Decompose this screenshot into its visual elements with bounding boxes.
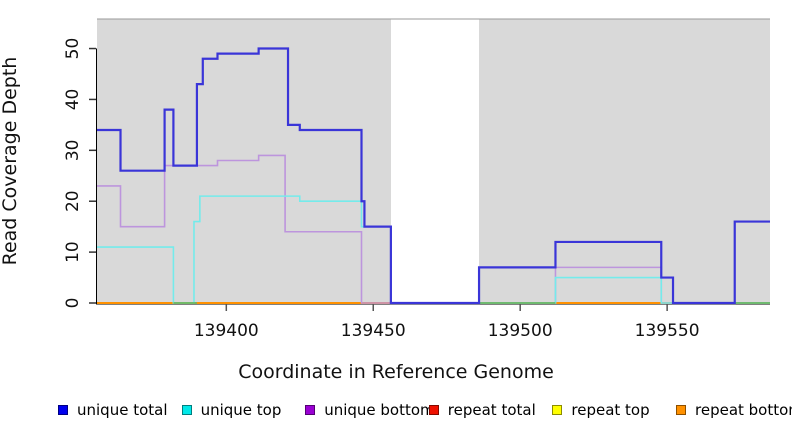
y-tick-label: 50 xyxy=(63,38,83,60)
legend-swatch-repeat-total xyxy=(428,405,439,415)
plot-panel-background xyxy=(479,19,770,303)
x-axis-title: Coordinate in Reference Genome xyxy=(238,361,554,383)
x-tick-label: 139500 xyxy=(488,321,553,341)
legend-label: repeat total xyxy=(447,401,536,419)
y-axis-title: Read Coverage Depth xyxy=(0,56,21,266)
y-tick-label: 10 xyxy=(63,241,83,263)
y-tick-label: 0 xyxy=(63,298,83,309)
legend-swatch-repeat-top xyxy=(552,405,563,415)
legend-label: repeat top xyxy=(571,401,650,419)
legend-swatch-unique-top xyxy=(181,405,192,415)
y-tick-label: 40 xyxy=(63,89,83,111)
series-unique-total-line xyxy=(97,47,770,305)
x-tick-label: 139450 xyxy=(341,321,406,341)
legend-swatch-unique-total xyxy=(58,405,68,415)
y-tick-label: 30 xyxy=(63,140,83,162)
x-tick-label: 139400 xyxy=(194,321,259,341)
legend-item: unique bottom xyxy=(305,401,435,419)
legend: unique total unique top unique bottom repea… xyxy=(0,401,792,422)
legend-item: repeat total xyxy=(428,401,536,419)
legend-label: unique top xyxy=(200,401,282,419)
legend-swatch-repeat-bottom xyxy=(676,405,686,415)
legend-item: repeat top xyxy=(552,401,650,419)
legend-item: unique total xyxy=(58,401,168,419)
y-tick-label: 20 xyxy=(63,190,83,212)
legend-item: unique top xyxy=(181,401,282,419)
legend-label: unique bottom xyxy=(324,401,435,419)
legend-item: repeat bottom xyxy=(676,401,792,419)
x-tick-label: 139550 xyxy=(635,321,700,341)
legend-label: unique total xyxy=(77,401,168,419)
series-unique-bottom-line xyxy=(97,154,770,304)
legend-swatch-unique-bottom xyxy=(305,405,316,415)
legend-label: repeat bottom xyxy=(695,401,792,419)
